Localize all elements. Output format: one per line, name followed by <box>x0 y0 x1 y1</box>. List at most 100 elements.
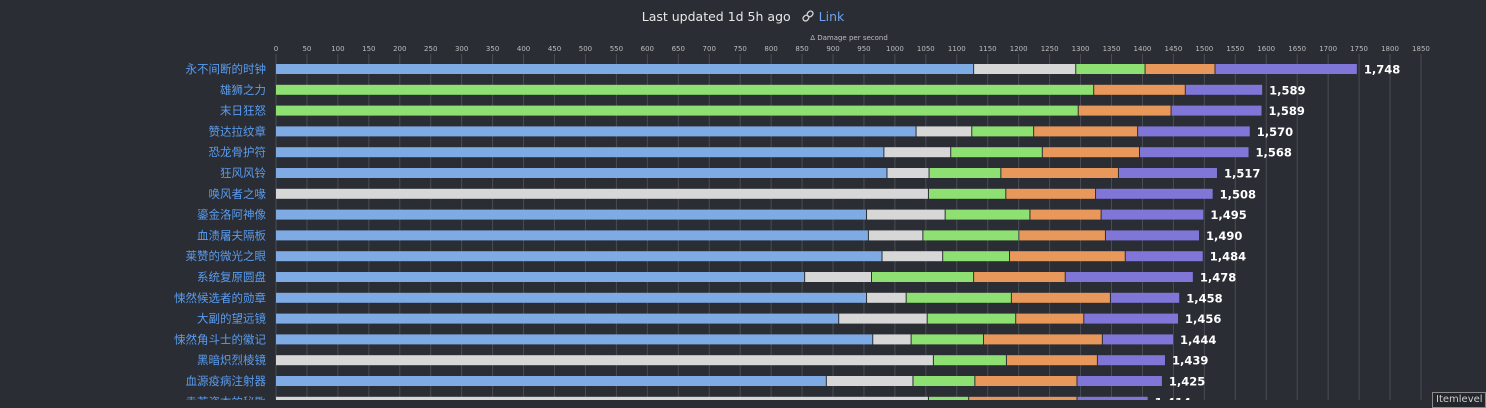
bar-segment[interactable] <box>928 188 1006 199</box>
bar-segment[interactable] <box>929 168 1001 178</box>
bar-segment[interactable] <box>826 376 913 386</box>
bar-category-label[interactable]: 黑暗炽烈棱镜 <box>197 353 266 367</box>
bar-segment[interactable] <box>1030 209 1101 220</box>
bar-segment[interactable] <box>887 168 929 178</box>
link-button[interactable]: Link <box>801 9 844 24</box>
bar-segment[interactable] <box>276 188 928 199</box>
bar-segment[interactable] <box>1096 188 1213 199</box>
bar-segment[interactable] <box>1171 105 1262 116</box>
bar-category-label[interactable]: 悚然角斗士的徽记 <box>174 332 266 346</box>
bar-segment[interactable] <box>911 334 984 345</box>
bar-segment[interactable] <box>276 313 839 324</box>
bar-category-label[interactable]: 永不间断的时钟 <box>186 62 267 76</box>
bar-category-label[interactable]: 末日狂怒 <box>220 104 266 118</box>
bar-segment[interactable] <box>1105 230 1200 241</box>
bar-category-label[interactable]: 幸若资本的秘匙 <box>186 395 267 400</box>
bar-category-label[interactable]: 血渍屠夫隔板 <box>197 228 266 242</box>
bar-segment[interactable] <box>972 126 1034 137</box>
bar-segment[interactable] <box>1215 64 1357 74</box>
bar-segment[interactable] <box>276 251 882 262</box>
bar-segment[interactable] <box>1076 64 1145 74</box>
bar-segment[interactable] <box>276 147 884 158</box>
bar-segment[interactable] <box>1097 355 1165 366</box>
bar-segment[interactable] <box>984 334 1102 345</box>
bar-segment[interactable] <box>1139 147 1249 158</box>
bar-category-label[interactable]: 恐龙骨护符 <box>209 145 267 159</box>
bar-segment[interactable] <box>1016 313 1084 324</box>
x-tick-label: 0 <box>274 45 278 53</box>
bar-segment[interactable] <box>884 147 951 158</box>
bar-segment[interactable] <box>867 209 945 220</box>
bar-segment[interactable] <box>1110 292 1180 303</box>
bar-category-label[interactable]: 雄狮之力 <box>220 83 266 97</box>
bar-segment[interactable] <box>927 313 1016 324</box>
bar-segment[interactable] <box>872 272 974 282</box>
bar-segment[interactable] <box>1078 105 1171 116</box>
itemlevel-legend[interactable]: Itemlevel <box>1432 392 1486 408</box>
bar-category-label[interactable]: 血源疫病注射器 <box>186 374 267 388</box>
bar-segment[interactable] <box>969 396 1077 400</box>
bar-segment[interactable] <box>951 147 1042 158</box>
bar-segment[interactable] <box>882 251 943 262</box>
bar-segment[interactable] <box>1006 355 1097 366</box>
bar-segment[interactable] <box>933 355 1006 366</box>
bar-segment[interactable] <box>928 396 969 400</box>
bar-segment[interactable] <box>868 230 923 241</box>
bar-segment[interactable] <box>1077 396 1148 400</box>
bar-segment[interactable] <box>1077 376 1162 386</box>
bar-segment[interactable] <box>1102 334 1174 345</box>
bar-category-label[interactable]: 鎏金洛阿神像 <box>197 208 266 222</box>
bar-segment[interactable] <box>1034 126 1138 137</box>
bar-segment[interactable] <box>1065 272 1193 282</box>
bar-segment[interactable] <box>1019 230 1105 241</box>
bar-segment[interactable] <box>873 334 911 345</box>
bar-category-label[interactable]: 赞达拉纹章 <box>209 124 267 138</box>
bar-segment[interactable] <box>276 396 928 400</box>
bar-segment[interactable] <box>276 84 1094 95</box>
bar-category-label[interactable]: 狂风风铃 <box>220 166 266 180</box>
bar-segment[interactable] <box>906 292 1011 303</box>
bar-total-label: 1,425 <box>1169 375 1205 389</box>
bar-segment[interactable] <box>1094 84 1185 95</box>
bar-segment[interactable] <box>276 105 1078 116</box>
bar-segment[interactable] <box>276 272 805 282</box>
bar-segment[interactable] <box>276 64 974 74</box>
bar-category-label[interactable]: 悚然候选者的勋章 <box>174 291 266 305</box>
bar-segment[interactable] <box>1185 84 1263 95</box>
x-tick-label: 1050 <box>917 45 935 53</box>
bar-segment[interactable] <box>1006 188 1096 199</box>
bar-segment[interactable] <box>943 251 1010 262</box>
bar-segment[interactable] <box>1101 209 1204 220</box>
bar-segment[interactable] <box>1145 64 1215 74</box>
bar-segment[interactable] <box>1011 292 1110 303</box>
bar-category-label[interactable]: 系统复原圆盘 <box>197 270 266 284</box>
bar-segment[interactable] <box>276 230 868 241</box>
bar-segment[interactable] <box>974 64 1076 74</box>
bar-category-label[interactable]: 大副的望远镜 <box>197 312 266 326</box>
bar-segment[interactable] <box>916 126 972 137</box>
bar-segment[interactable] <box>1001 168 1118 178</box>
bar-segment[interactable] <box>276 334 873 345</box>
bar-segment[interactable] <box>276 376 826 386</box>
bar-segment[interactable] <box>913 376 975 386</box>
bar-segment[interactable] <box>945 209 1030 220</box>
bar-segment[interactable] <box>1125 251 1203 262</box>
bar-segment[interactable] <box>1138 126 1250 137</box>
bar-segment[interactable] <box>276 292 867 303</box>
bar-segment[interactable] <box>975 376 1077 386</box>
bar-segment[interactable] <box>974 272 1065 282</box>
bar-segment[interactable] <box>1010 251 1125 262</box>
bar-segment[interactable] <box>839 313 927 324</box>
bar-segment[interactable] <box>923 230 1019 241</box>
bar-segment[interactable] <box>1042 147 1139 158</box>
bar-segment[interactable] <box>1118 168 1217 178</box>
bar-segment[interactable] <box>276 355 933 366</box>
bar-segment[interactable] <box>276 209 867 220</box>
bar-category-label[interactable]: 莱赞的微光之眼 <box>186 249 267 263</box>
bar-segment[interactable] <box>867 292 906 303</box>
bar-segment[interactable] <box>1084 313 1178 324</box>
bar-segment[interactable] <box>805 272 872 282</box>
bar-category-label[interactable]: 唤风者之喙 <box>209 187 267 201</box>
bar-segment[interactable] <box>276 168 887 178</box>
bar-segment[interactable] <box>276 126 916 137</box>
